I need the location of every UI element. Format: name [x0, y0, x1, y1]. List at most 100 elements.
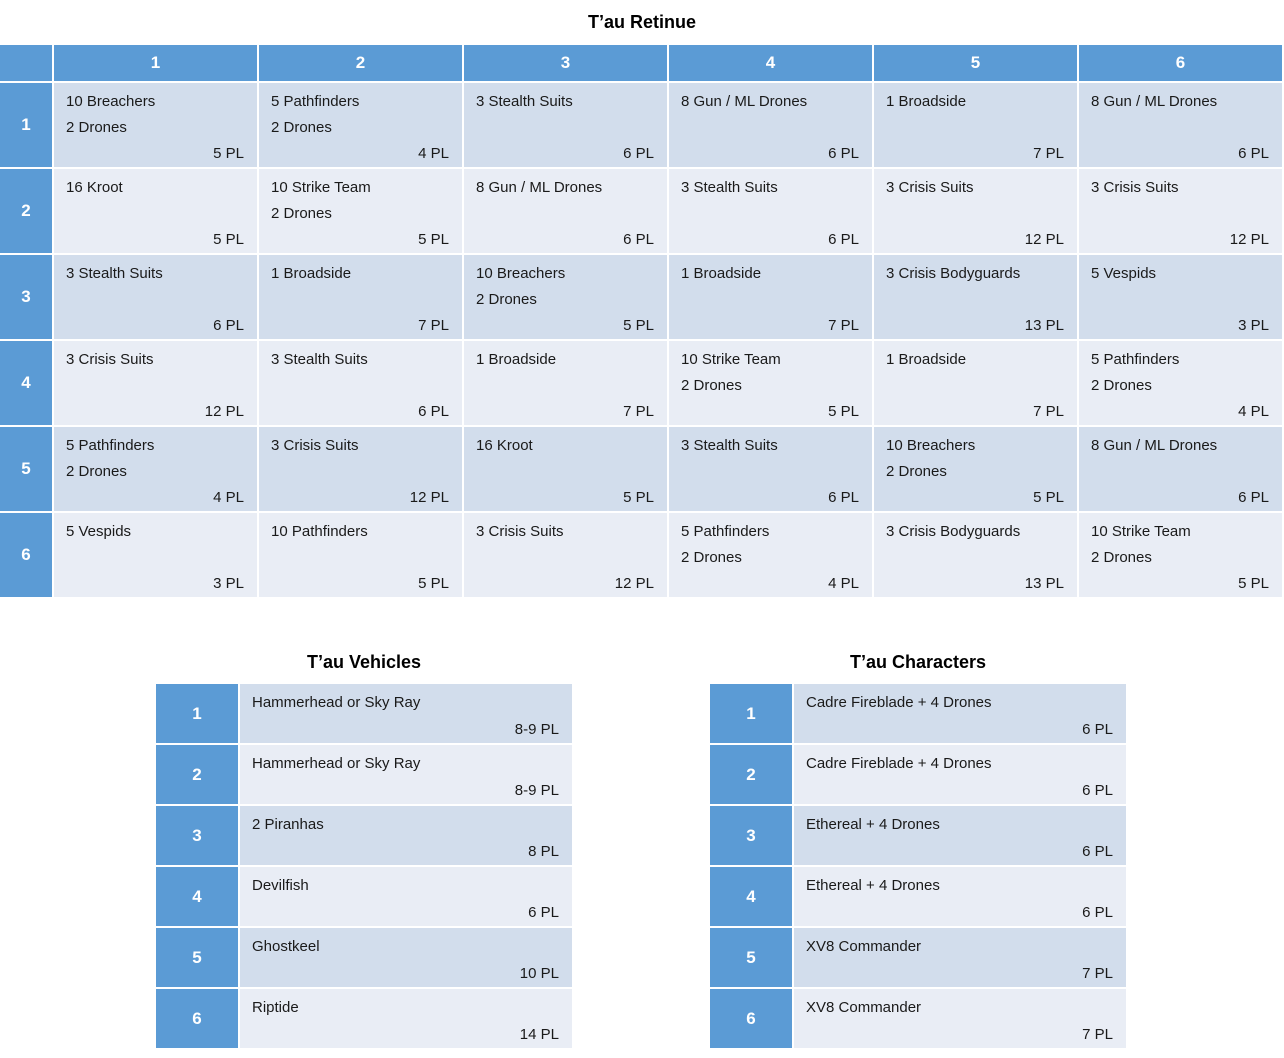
power-level: 5 PL — [828, 403, 859, 420]
unit-name: XV8 Commander — [806, 938, 922, 955]
characters-cell-1: Cadre Fireblade + 4 Drones 6 PL — [794, 684, 1126, 743]
retinue-col-header-3: 3 — [464, 45, 667, 81]
unit-name: Ethereal + 4 Drones — [806, 816, 940, 833]
retinue-col-header-6: 6 — [1079, 45, 1282, 81]
unit-name: 1 Broadside — [271, 265, 352, 282]
retinue-cell-r2c1: 16 Kroot 5 PL — [54, 169, 257, 253]
retinue-cell-r6c5: 3 Crisis Bodyguards 13 PL — [874, 513, 1077, 597]
power-level: 4 PL — [418, 145, 449, 162]
retinue-col-header-2: 2 — [259, 45, 462, 81]
vehicles-cell-2: Hammerhead or Sky Ray 8-9 PL — [240, 745, 572, 804]
unit-name: 5 Pathfinders 2 Drones — [271, 93, 360, 136]
retinue-cell-r1c3: 3 Stealth Suits 6 PL — [464, 83, 667, 167]
unit-name: 3 Crisis Bodyguards — [886, 265, 1021, 282]
characters-cell-6: XV8 Commander 7 PL — [794, 989, 1126, 1048]
power-level: 7 PL — [418, 317, 449, 334]
retinue-cell-r4c2: 3 Stealth Suits 6 PL — [259, 341, 462, 425]
power-level: 6 PL — [528, 904, 559, 921]
retinue-cell-r3c4: 1 Broadside 7 PL — [669, 255, 872, 339]
retinue-col-header-4: 4 — [669, 45, 872, 81]
unit-name: 5 Pathfinders 2 Drones — [681, 523, 770, 566]
unit-name: 10 Strike Team 2 Drones — [1091, 523, 1191, 566]
power-level: 6 PL — [1082, 843, 1113, 860]
power-level: 6 PL — [418, 403, 449, 420]
unit-name: 5 Vespids — [1091, 265, 1157, 282]
unit-name: 16 Kroot — [476, 437, 533, 454]
unit-name: 8 Gun / ML Drones — [1091, 93, 1218, 110]
vehicles-table: 1 Hammerhead or Sky Ray 8-9 PL 2 Hammerh… — [156, 684, 572, 1048]
retinue-row-header-4: 4 — [0, 341, 52, 425]
unit-name: 2 Piranhas — [252, 816, 324, 833]
power-level: 7 PL — [1033, 403, 1064, 420]
characters-row-header-2: 2 — [710, 745, 792, 804]
unit-name: 16 Kroot — [66, 179, 123, 196]
retinue-table-title: T’au Retinue — [587, 12, 696, 32]
unit-name: 1 Broadside — [476, 351, 557, 368]
power-level: 12 PL — [409, 489, 449, 506]
vehicles-row-header-4: 4 — [156, 867, 238, 926]
vehicles-row-header-2: 2 — [156, 745, 238, 804]
vehicles-cell-6: Riptide 14 PL — [240, 989, 572, 1048]
retinue-cell-r2c6: 3 Crisis Suits 12 PL — [1079, 169, 1282, 253]
power-level: 3 PL — [213, 575, 244, 592]
power-level: 3 PL — [1238, 317, 1269, 334]
unit-name: Riptide — [252, 999, 299, 1016]
unit-name: 3 Crisis Suits — [886, 179, 974, 196]
characters-row-header-6: 6 — [710, 989, 792, 1048]
unit-name: Cadre Fireblade + 4 Drones — [806, 694, 992, 711]
retinue-cell-r1c5: 1 Broadside 7 PL — [874, 83, 1077, 167]
retinue-cell-r5c2: 3 Crisis Suits 12 PL — [259, 427, 462, 511]
power-level: 4 PL — [828, 575, 859, 592]
power-level: 14 PL — [519, 1026, 559, 1043]
power-level: 5 PL — [1033, 489, 1064, 506]
power-level: 5 PL — [623, 317, 654, 334]
unit-name: 10 Breachers 2 Drones — [476, 265, 566, 308]
unit-name: 1 Broadside — [886, 93, 967, 110]
vehicles-row-header-5: 5 — [156, 928, 238, 987]
power-level: 6 PL — [828, 489, 859, 506]
unit-name: 5 Vespids — [66, 523, 132, 540]
retinue-cell-r2c4: 3 Stealth Suits 6 PL — [669, 169, 872, 253]
retinue-row-header-5: 5 — [0, 427, 52, 511]
power-level: 7 PL — [623, 403, 654, 420]
power-level: 8-9 PL — [514, 782, 559, 799]
retinue-cell-r5c3: 16 Kroot 5 PL — [464, 427, 667, 511]
power-level: 7 PL — [1033, 145, 1064, 162]
retinue-cell-r4c4: 10 Strike Team 2 Drones 5 PL — [669, 341, 872, 425]
unit-name: 5 Pathfinders 2 Drones — [1091, 351, 1180, 394]
power-level: 13 PL — [1024, 575, 1064, 592]
power-level: 13 PL — [1024, 317, 1064, 334]
retinue-cell-r6c2: 10 Pathfinders 5 PL — [259, 513, 462, 597]
retinue-cell-r2c2: 10 Strike Team 2 Drones 5 PL — [259, 169, 462, 253]
retinue-cell-r2c5: 3 Crisis Suits 12 PL — [874, 169, 1077, 253]
characters-row-header-5: 5 — [710, 928, 792, 987]
power-level: 6 PL — [1238, 145, 1269, 162]
retinue-row-header-2: 2 — [0, 169, 52, 253]
characters-row-header-1: 1 — [710, 684, 792, 743]
unit-name: 3 Crisis Suits — [271, 437, 359, 454]
unit-name: 3 Stealth Suits — [66, 265, 163, 282]
characters-table: 1 Cadre Fireblade + 4 Drones 6 PL 2 Cadr… — [710, 684, 1126, 1048]
unit-name: 3 Stealth Suits — [681, 179, 778, 196]
power-level: 10 PL — [519, 965, 559, 982]
power-level: 5 PL — [213, 145, 244, 162]
characters-cell-2: Cadre Fireblade + 4 Drones 6 PL — [794, 745, 1126, 804]
unit-name: 8 Gun / ML Drones — [681, 93, 808, 110]
power-level: 6 PL — [1082, 782, 1113, 799]
characters-table-title: T’au Characters — [849, 652, 987, 672]
retinue-cell-r4c5: 1 Broadside 7 PL — [874, 341, 1077, 425]
power-level: 6 PL — [1082, 904, 1113, 921]
retinue-cell-r3c2: 1 Broadside 7 PL — [259, 255, 462, 339]
retinue-cell-r4c3: 1 Broadside 7 PL — [464, 341, 667, 425]
unit-name: 3 Crisis Suits — [66, 351, 154, 368]
vehicles-cell-5: Ghostkeel 10 PL — [240, 928, 572, 987]
retinue-row-header-1: 1 — [0, 83, 52, 167]
characters-cell-4: Ethereal + 4 Drones 6 PL — [794, 867, 1126, 926]
vehicles-cell-1: Hammerhead or Sky Ray 8-9 PL — [240, 684, 572, 743]
unit-name: 10 Strike Team 2 Drones — [271, 179, 371, 222]
unit-name: 3 Crisis Bodyguards — [886, 523, 1021, 540]
retinue-cell-r6c1: 5 Vespids 3 PL — [54, 513, 257, 597]
unit-name: 3 Crisis Suits — [476, 523, 564, 540]
power-level: 6 PL — [828, 145, 859, 162]
power-level: 12 PL — [1024, 231, 1064, 248]
